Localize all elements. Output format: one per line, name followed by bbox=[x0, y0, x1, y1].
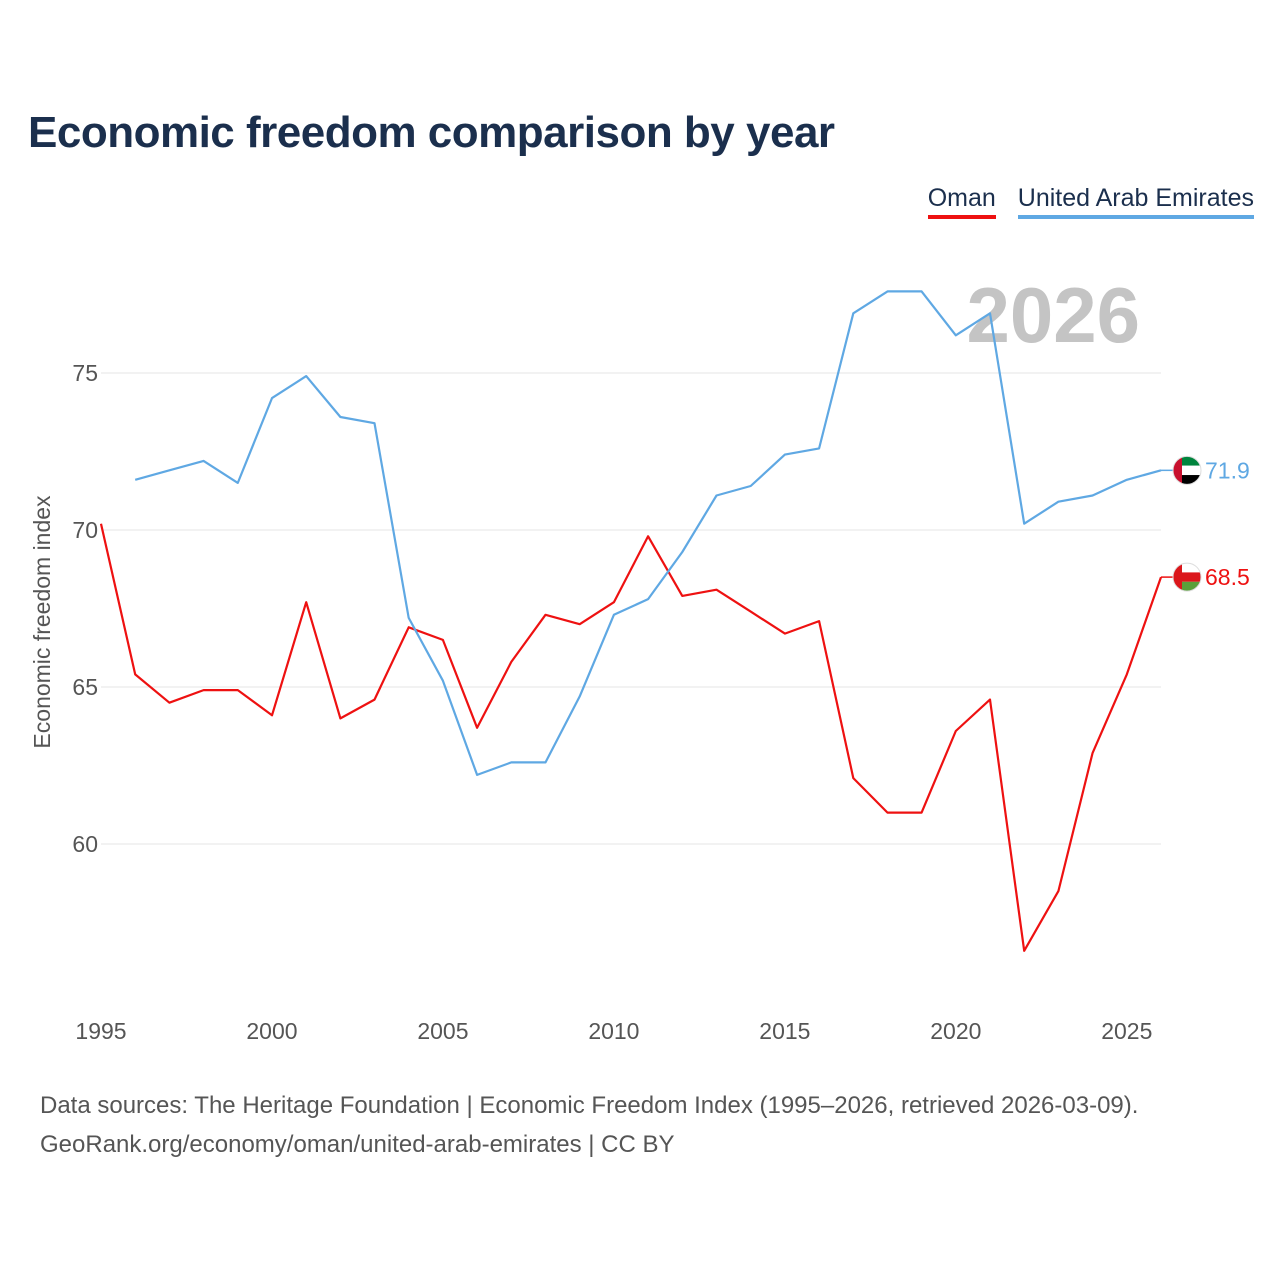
y-tick-label: 70 bbox=[72, 517, 98, 543]
year-watermark: 2026 bbox=[966, 271, 1140, 359]
series-lines bbox=[99, 290, 1163, 952]
series-line-oman[interactable] bbox=[99, 523, 1163, 952]
legend: Oman United Arab Emirates bbox=[927, 184, 1254, 219]
y-tick-label: 75 bbox=[72, 360, 98, 386]
footer-link[interactable]: GeoRank.org/economy/oman/united-arab-emi… bbox=[40, 1131, 675, 1158]
legend-item-oman[interactable]: Oman bbox=[927, 184, 996, 219]
y-tick-label: 60 bbox=[72, 831, 98, 857]
x-axis-ticks: 1995 2000 2005 2010 2015 2020 2025 bbox=[75, 1018, 1152, 1044]
x-tick-label: 2025 bbox=[1101, 1018, 1152, 1044]
legend-item-uae[interactable]: United Arab Emirates bbox=[1017, 184, 1254, 219]
chart-title: Economic freedom comparison by year bbox=[28, 108, 835, 157]
x-tick-label: 2000 bbox=[246, 1018, 297, 1044]
footer: Data sources: The Heritage Foundation | … bbox=[40, 1086, 1138, 1164]
footer-sources: Data sources: The Heritage Foundation | … bbox=[40, 1092, 1139, 1119]
uae-flag-icon bbox=[1172, 455, 1202, 485]
y-axis-ticks: 60 65 70 75 bbox=[72, 360, 98, 857]
x-tick-label: 2020 bbox=[930, 1018, 981, 1044]
y-axis-label: Economic freedom index bbox=[29, 495, 55, 749]
x-tick-label: 2015 bbox=[759, 1018, 810, 1044]
oman-flag-icon bbox=[1172, 562, 1202, 592]
x-tick-label: 1995 bbox=[75, 1018, 126, 1044]
gridlines bbox=[101, 372, 1161, 845]
end-value-label: 68.5 bbox=[1205, 564, 1250, 590]
x-tick-label: 2010 bbox=[588, 1018, 639, 1044]
series-line-uae[interactable] bbox=[134, 290, 1162, 776]
line-chart: 2026 60 65 70 75 1995 2000 2005 2010 2015 2020 20… bbox=[29, 271, 1250, 1044]
series-end-labels: 68.5 71.9 bbox=[1161, 455, 1250, 592]
x-tick-label: 2005 bbox=[417, 1018, 468, 1044]
end-value-label: 71.9 bbox=[1205, 457, 1250, 483]
y-tick-label: 65 bbox=[72, 674, 98, 700]
